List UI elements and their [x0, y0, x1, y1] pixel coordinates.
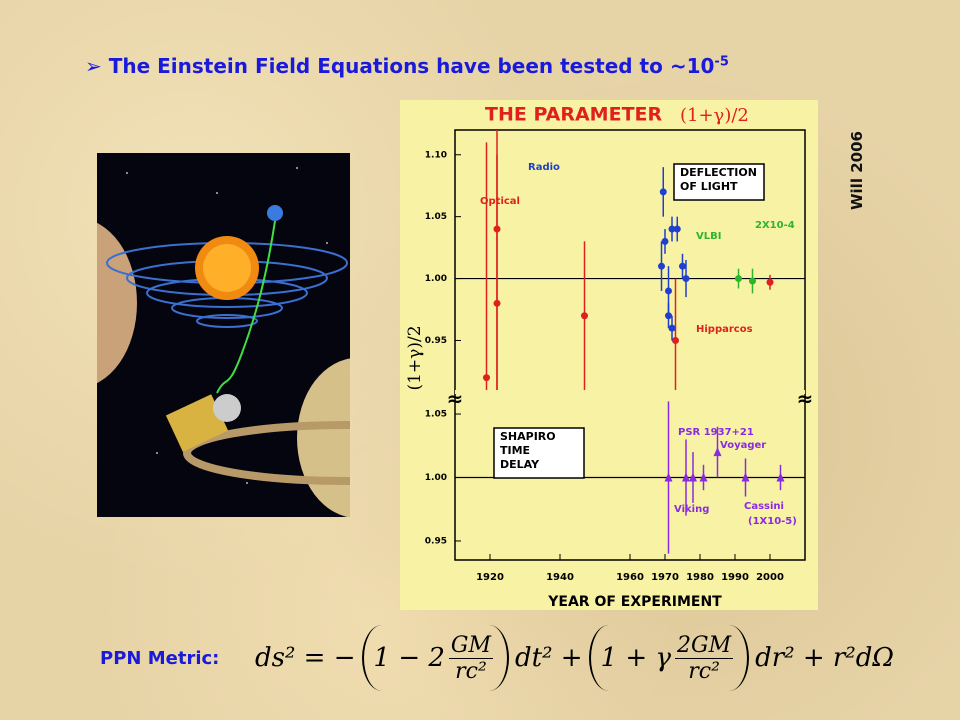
equation: ds² = − 1 − 2 GM rc² dt² + 1 + γ 2GM rc² d…	[255, 625, 894, 691]
data-point	[741, 472, 750, 482]
data-point	[682, 275, 690, 283]
parenthesis: 1 − 2 GM rc²	[361, 625, 510, 691]
eq-part: ds² = −	[255, 643, 356, 673]
data-point	[673, 225, 681, 233]
panel-title-box	[493, 427, 585, 479]
data-point	[689, 472, 697, 482]
eq-part: rc²	[688, 658, 720, 684]
data-point	[659, 188, 667, 196]
x-tick-label: 1940	[546, 572, 574, 583]
series-label: PSR 1937+21	[678, 427, 754, 438]
series-label: Radio	[528, 162, 560, 173]
x-tick-label: 1990	[721, 572, 749, 583]
x-axis-label: YEAR OF EXPERIMENT	[547, 594, 722, 610]
annotation: 2X10-4	[755, 220, 795, 231]
y-tick-label: 1.10	[425, 150, 447, 160]
data-point	[682, 472, 690, 482]
series-label: Optical	[480, 196, 520, 207]
eq-part: dt² +	[515, 643, 583, 673]
parenthesis: 1 + γ 2GM rc²	[588, 625, 750, 691]
series-label: Hipparcos	[696, 324, 753, 335]
y-tick-label: 0.95	[425, 536, 447, 546]
data-point	[699, 472, 708, 482]
eq-part: GM	[448, 632, 494, 659]
chart: THE PARAMETER (1+γ)/2 (1+γ)/2 YEAR OF EX…	[400, 100, 818, 610]
data-point	[679, 262, 686, 270]
data-point	[668, 225, 676, 233]
slide-title: ➢ The Einstein Field Equations have been…	[85, 54, 729, 78]
data-point	[749, 277, 756, 285]
data-point	[664, 472, 673, 482]
y-tick-label: 1.00	[425, 274, 447, 284]
y-axis-label: (1+γ)/2	[405, 325, 425, 390]
series-label: Cassini	[744, 501, 784, 512]
data-point	[776, 472, 785, 482]
data-point	[493, 299, 501, 307]
data-point	[581, 312, 588, 320]
eq-part: dr² + r²dΩ	[755, 643, 894, 673]
title-exponent: -5	[714, 54, 729, 70]
y-tick-label: 1.05	[425, 212, 447, 222]
series-label: VLBI	[696, 231, 721, 242]
data-point	[658, 262, 665, 270]
y-tick-label: 1.05	[425, 410, 447, 420]
eq-part: 1 − 2	[373, 643, 445, 673]
x-tick-label: 1970	[651, 572, 679, 583]
data-point	[735, 275, 742, 283]
x-tick-label: 1980	[686, 572, 714, 583]
data-point	[665, 287, 672, 295]
eq-part: rc²	[455, 658, 487, 684]
space-illustration	[97, 153, 350, 517]
panel-title: DEFLECTION OF LIGHT	[680, 166, 757, 193]
title-text: The Einstein Field Equations have been t…	[108, 54, 715, 78]
series-label: Voyager	[720, 440, 766, 451]
annotation: (1X10-5)	[748, 516, 797, 527]
x-tick-label: 1920	[476, 572, 504, 583]
fraction: 2GM rc²	[675, 632, 734, 684]
chart-title-symbol: (1+γ)/2	[680, 105, 749, 126]
data-point	[672, 336, 679, 344]
data-point	[661, 237, 669, 245]
data-point	[665, 312, 672, 320]
y-tick-label: 0.95	[425, 336, 447, 346]
chart-title: THE PARAMETER	[485, 104, 663, 126]
eq-part: 1 + γ	[600, 643, 672, 673]
fraction: GM rc²	[448, 632, 494, 684]
data-point	[668, 324, 676, 332]
ppn-label: PPN Metric:	[100, 648, 220, 669]
panel-title-box	[673, 163, 765, 201]
credit: Will 2006	[848, 131, 866, 210]
data-point	[483, 374, 490, 382]
y-tick-label: 1.00	[425, 473, 447, 483]
eq-part: 2GM	[675, 632, 734, 659]
panel-title: SHAPIRO TIME DELAY	[500, 430, 556, 471]
data-point	[766, 278, 774, 286]
series-label: Viking	[674, 504, 709, 515]
x-tick-label: 2000	[756, 572, 784, 583]
data-point	[713, 447, 722, 457]
x-tick-label: 1960	[616, 572, 644, 583]
